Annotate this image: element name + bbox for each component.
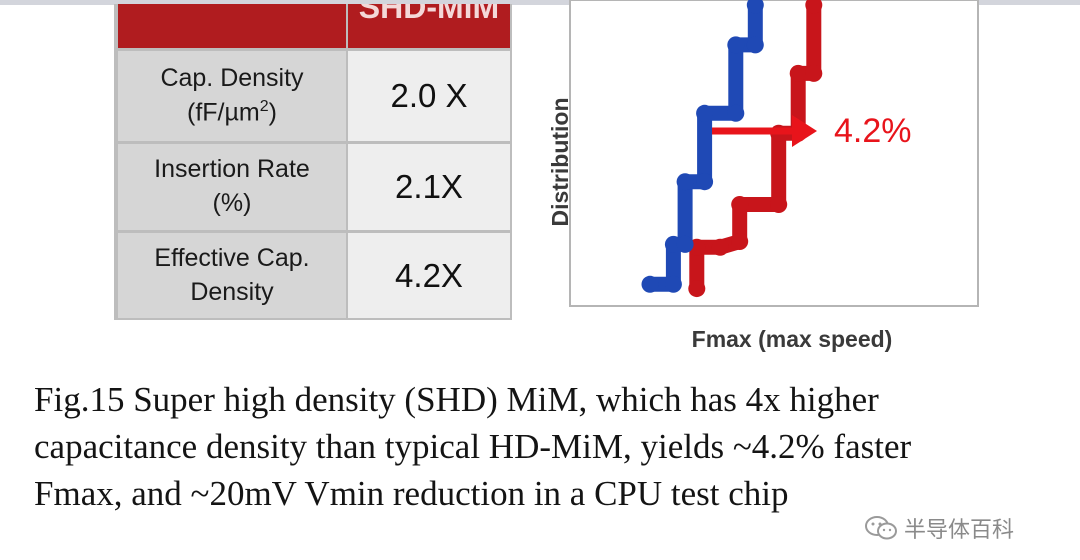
series-0-point-3: [731, 233, 749, 251]
series-1-point-7: [727, 104, 745, 122]
table-row-label-cap-density: Cap. Density (fF/µm2): [118, 51, 346, 141]
comparison-table: SHD-MiM Cap. Density (fF/µm2) 2.0 X Inse…: [114, 4, 512, 320]
series-1-point-10: [746, 0, 764, 14]
series-0-point-8: [789, 64, 807, 82]
figure-caption: Fig.15 Super high density (SHD) MiM, whi…: [34, 376, 1064, 517]
series-1-point-2: [664, 235, 682, 253]
fmax-distribution-chart: 4.2% Distribution Fmax (max speed): [547, 0, 979, 352]
series-1-point-8: [727, 36, 745, 54]
table-row-value-effective-cap-density: 4.2X: [348, 233, 510, 318]
annotation-label: 4.2%: [834, 112, 912, 150]
table-header-label: SHD-MiM: [358, 4, 500, 25]
series-0-point-5: [770, 196, 788, 213]
caption-line-3: Fmax, and ~20mV Vmin reduction in a CPU …: [34, 474, 789, 513]
watermark-text: 半导体百科: [904, 517, 1015, 542]
series-1: [641, 0, 764, 293]
table-row-label-insertion-rate: Insertion Rate (%): [118, 144, 346, 230]
series-0-point-10: [805, 0, 823, 14]
series-0-point-4: [731, 196, 749, 213]
watermark: 半导体百科: [864, 512, 1014, 544]
series-0-point-2: [711, 238, 729, 256]
table-header-blank: [118, 4, 346, 48]
annotation-arrow: [712, 115, 817, 147]
table-row-value-insertion-rate: 2.1X: [348, 144, 510, 230]
arrow-head: [792, 115, 817, 147]
series-1-point-0: [641, 275, 659, 293]
series-1-point-3: [676, 235, 694, 253]
y-axis-label: Distribution: [547, 97, 573, 226]
top-border: [0, 0, 1080, 5]
series-1-point-5: [696, 173, 714, 191]
table-header-shd-mim: SHD-MiM: [348, 4, 510, 48]
x-axis-label: Fmax (max speed): [692, 326, 893, 352]
table-row-label-effective-cap-density: Effective Cap. Density: [118, 233, 346, 318]
table-row-value-cap-density: 2.0 X: [348, 51, 510, 141]
series-1-point-9: [746, 36, 764, 54]
series-1-point-4: [676, 173, 694, 191]
series-1-point-6: [696, 104, 714, 122]
series-0-point-0: [688, 280, 706, 298]
caption-line-2: capacitance density than typical HD-MiM,…: [34, 427, 912, 466]
series-1-point-1: [664, 275, 682, 293]
series-layer: [641, 0, 823, 298]
series-0-point-9: [805, 64, 823, 82]
wechat-icon: [865, 516, 897, 540]
caption-line-1: Fig.15 Super high density (SHD) MiM, whi…: [34, 380, 879, 419]
